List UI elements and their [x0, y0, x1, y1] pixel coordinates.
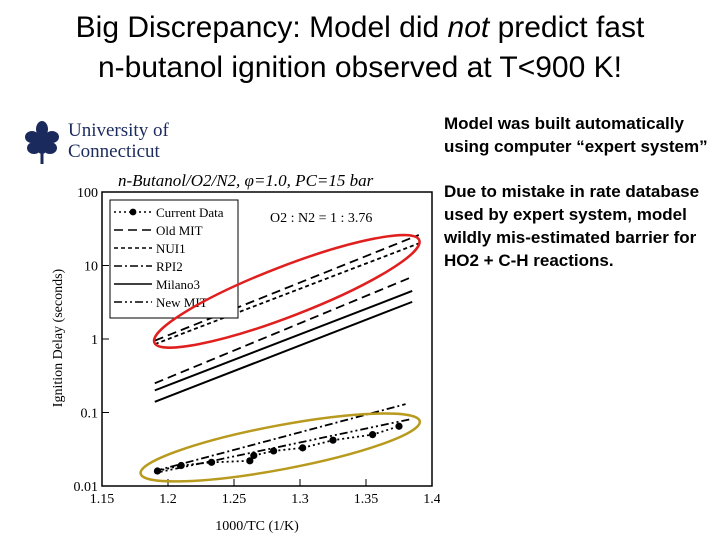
- series-line: [154, 290, 413, 392]
- x-tick-label: 1.35: [354, 492, 379, 507]
- data-point: [250, 451, 258, 460]
- series-line: [154, 276, 413, 385]
- x-tick-label: 1.3: [291, 492, 309, 507]
- data-point: [246, 457, 254, 465]
- data-point: [369, 431, 377, 439]
- series-line: [154, 242, 420, 346]
- x-tick-label: 1.4: [423, 492, 440, 507]
- note-2: Due to mistake in rate database used by …: [444, 182, 700, 270]
- y-tick-label: 0.01: [74, 480, 99, 495]
- data-point: [329, 436, 337, 444]
- data-point: [270, 447, 278, 455]
- slide-title: Big Discrepancy: Model did not predict f…: [0, 8, 720, 88]
- chart-annotation: O2 : N2 = 1 : 3.76: [270, 211, 372, 226]
- oak-leaf-icon: [25, 121, 59, 164]
- data-point: [299, 444, 307, 452]
- series-line: [154, 300, 413, 403]
- title-text-end: predict fast: [489, 11, 645, 44]
- chart-title: n-Butanol/O2/N2, φ=1.0, PC=15 bar: [118, 171, 374, 190]
- logo-line-2: Connecticut: [68, 141, 160, 162]
- y-axis-label: Ignition Delay (seconds): [51, 268, 66, 407]
- data-highlight-ellipse: [139, 412, 422, 483]
- title-line-1: Big Discrepancy: Model did not predict f…: [0, 8, 720, 48]
- series-line: [154, 417, 413, 474]
- data-point: [207, 458, 216, 466]
- title-emphasis: not: [447, 11, 490, 44]
- legend-box: [109, 199, 239, 319]
- title-text: Big Discrepancy: Model did: [75, 11, 448, 44]
- series-line: [157, 425, 400, 472]
- x-tick-label: 1.15: [90, 492, 115, 507]
- y-tick-label: 1: [91, 333, 98, 348]
- ignition-delay-chart: n-Butanol/O2/N2, φ=1.0, PC=15 bar 1.15 1.…: [51, 171, 441, 534]
- logo-text: University of Connecticut: [68, 120, 169, 162]
- title-line-2: n-butanol ignition observed at T<900 K!: [98, 51, 622, 84]
- legend-marker: [129, 208, 137, 216]
- y-tick-label: 100: [77, 186, 98, 201]
- notes-panel: Model was built automatically using comp…: [444, 112, 714, 294]
- legend-label: RPI2: [156, 259, 183, 274]
- x-tick-label: 1.25: [222, 492, 247, 507]
- legend-label: Milano3: [156, 277, 200, 292]
- legend-label: Current Data: [156, 205, 224, 220]
- x-tick-label: 1.2: [159, 492, 177, 507]
- university-logo: University of Connecticut: [22, 120, 172, 168]
- x-axis-label: 1000/TC (1/K): [215, 519, 299, 534]
- chart-area: n-Butanol/O2/N2, φ=1.0, PC=15 bar 1.15 1.…: [0, 160, 441, 540]
- data-point: [395, 422, 403, 430]
- legend-label: NUI1: [156, 241, 186, 256]
- y-tick-label: 10: [84, 260, 98, 275]
- note-1: Model was built automatically using comp…: [444, 114, 708, 156]
- series-line: [154, 234, 420, 342]
- logo-line-1: University of: [68, 120, 169, 141]
- y-tick-label: 0.1: [81, 407, 99, 422]
- legend-label: Old MIT: [156, 223, 203, 238]
- model-highlight-ellipse: [152, 233, 421, 349]
- series-line: [154, 403, 406, 472]
